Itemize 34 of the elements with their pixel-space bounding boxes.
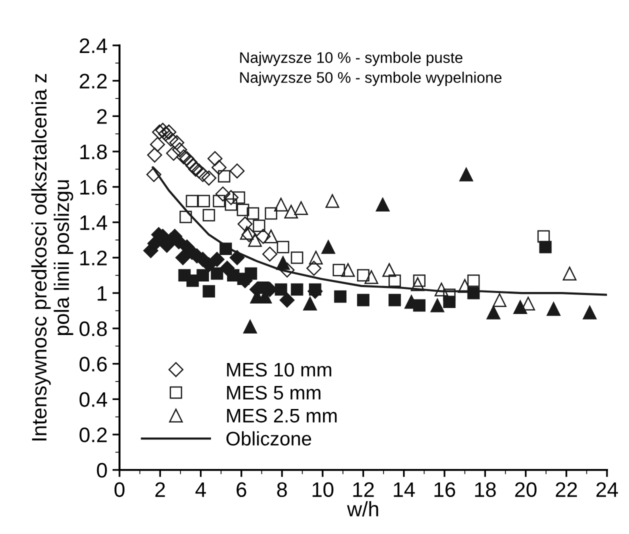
- annotation: Najwyzsze 50 % - symbole wypelnione: [240, 72, 502, 86]
- y-tick-label: 0.8: [80, 321, 107, 336]
- legend-label: Obliczone: [226, 431, 312, 446]
- y-tick-label: 0.6: [80, 356, 107, 372]
- x-tick-label: 14: [394, 482, 415, 497]
- legend-label: MES 5 mm: [227, 386, 320, 400]
- y-tick-label: 2: [97, 109, 107, 124]
- y-tick-label: 0.4: [80, 392, 108, 407]
- legend-label: MES 2.5 mm: [227, 408, 337, 423]
- x-tick-label: 6: [236, 482, 246, 498]
- y-tick-label: 1.6: [80, 180, 107, 195]
- x-tick-label: 22: [556, 482, 577, 497]
- x-tick-label: 20: [515, 482, 537, 498]
- x-tick-label: 2: [155, 482, 165, 497]
- y-axis-title: Intensywnosc predkosci odksztalcenia z pola linii poslizgu: [31, 74, 74, 440]
- annotation: Najwyzsze 10 % - symbole puste: [240, 52, 462, 66]
- x-tick-label: 0: [114, 482, 124, 498]
- y-tick-label: 1.8: [80, 144, 107, 160]
- x-tick-label: 18: [475, 482, 496, 498]
- y-tick-label: 0: [96, 462, 107, 478]
- y-tick-label: 1.2: [80, 250, 107, 266]
- y-tick-label: 2.4: [80, 38, 108, 53]
- x-axis-title: w/h: [347, 501, 378, 516]
- y-tick-label: 2.2: [80, 74, 107, 88]
- x-tick-label: 24: [596, 482, 618, 497]
- x-tick-label: 10: [312, 482, 334, 498]
- x-tick-label: 12: [353, 482, 374, 497]
- x-tick-label: 4: [195, 482, 206, 497]
- x-tick-label: 16: [434, 482, 456, 498]
- y-tick-label: 0.2: [80, 428, 107, 442]
- y-tick-label: 1.4: [80, 215, 108, 230]
- y-tick-label: 1: [98, 286, 107, 301]
- x-tick-label: 8: [277, 482, 287, 498]
- legend-label: MES 10 mm: [227, 362, 332, 377]
